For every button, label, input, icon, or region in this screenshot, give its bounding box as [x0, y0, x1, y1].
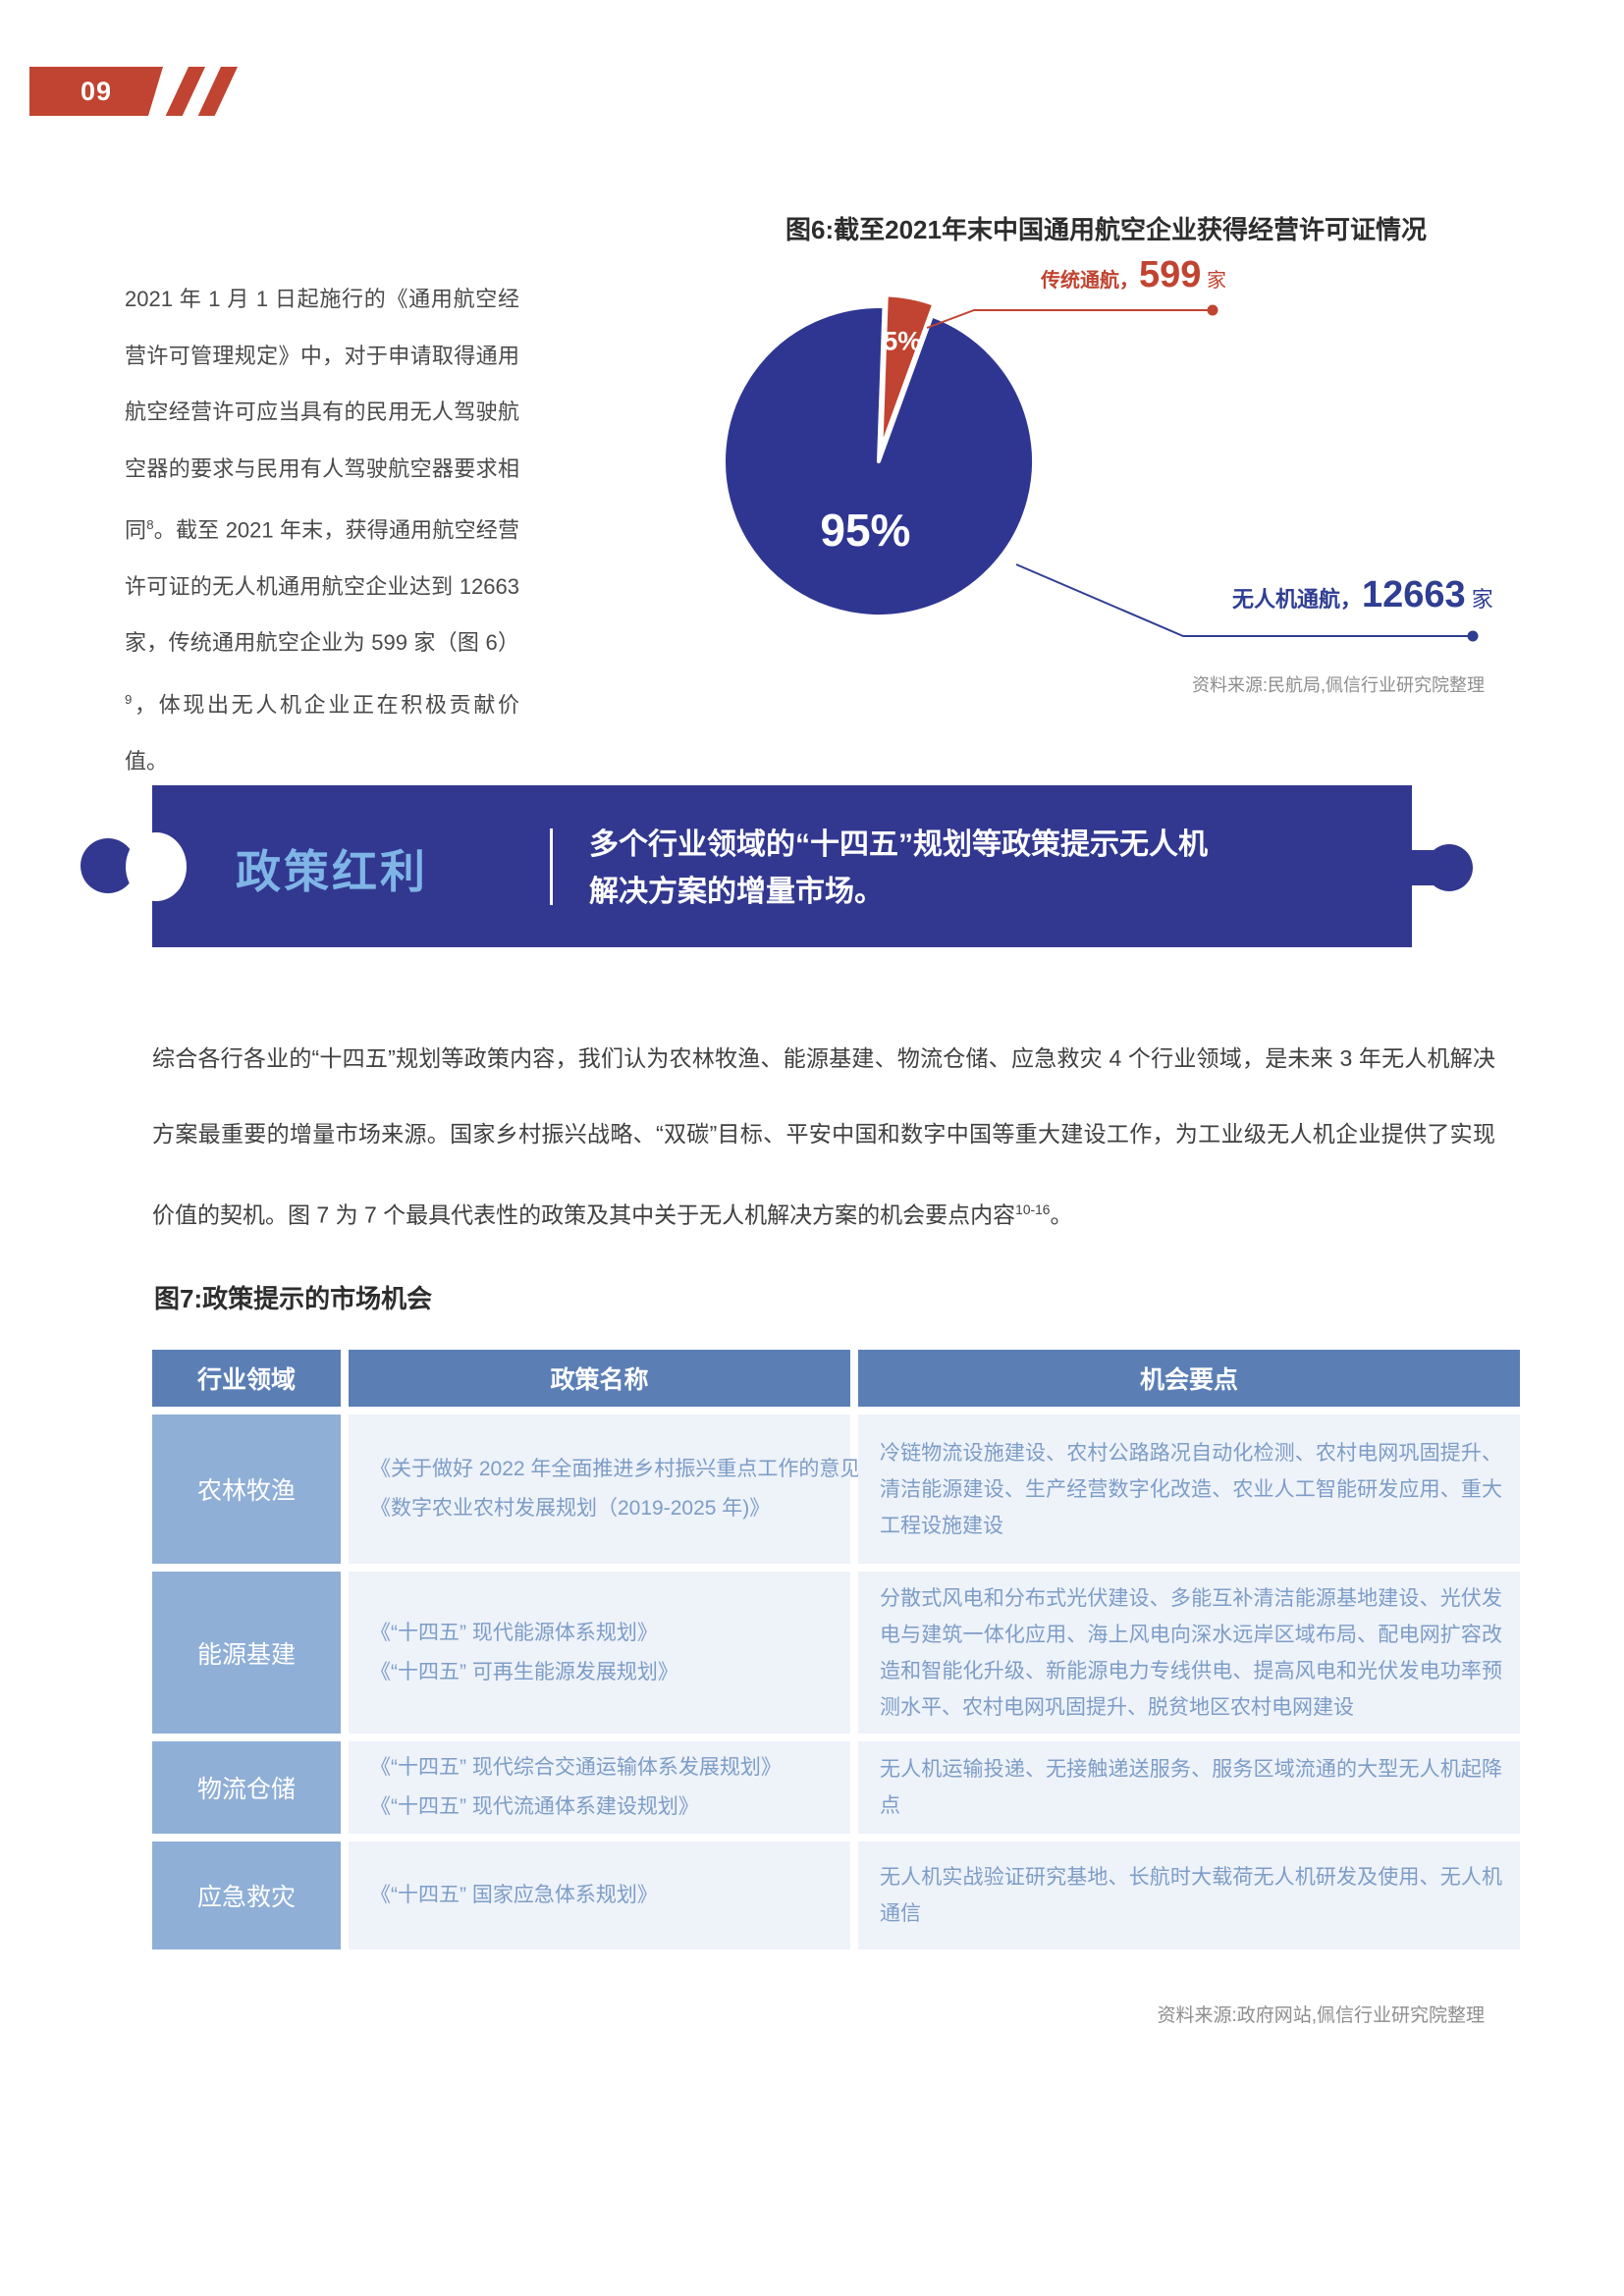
policy-line: 《数字农业农村发展规划（2019-2025 年)》 — [370, 1497, 771, 1520]
pie-percent-label-traditional: 5% — [883, 327, 921, 356]
callout-traditional-unit: 家 — [1201, 269, 1226, 292]
intro-text: 2021 年 1 月 1 日起施行的《通用航空经营许可管理规定》中，对于申请取得… — [125, 287, 519, 543]
table-row-category: 应急救灾 — [152, 1842, 341, 1949]
footnote-9: 9 — [125, 691, 133, 707]
puzzle-socket-notch — [126, 832, 187, 901]
table-row-category: 农林牧渔 — [152, 1415, 341, 1564]
footnote-8: 8 — [146, 517, 154, 532]
puzzle-knob-right — [1426, 844, 1473, 891]
policy-line: 《“十四五” 国家应急体系规划》 — [370, 1884, 658, 1906]
pie: 95% 5% — [722, 293, 1036, 618]
table-row-policies: 《“十四五” 国家应急体系规划》 — [349, 1842, 850, 1949]
footnote-10-16: 10-16 — [1015, 1202, 1051, 1217]
intro-paragraph: 2021 年 1 月 1 日起施行的《通用航空经营许可管理规定》中，对于申请取得… — [125, 271, 519, 789]
table-header-opportunity: 机会要点 — [858, 1350, 1520, 1407]
policy-line: 《“十四五” 现代流通体系建设规划》 — [370, 1795, 699, 1818]
body-text: 综合各行各业的“十四五”规划等政策内容，我们认为农林牧渔、能源基建、物流仓储、应… — [152, 1045, 1495, 1228]
table-row-category: 能源基建 — [152, 1572, 341, 1734]
page-number-badge: 09 — [29, 67, 163, 116]
table-row-category: 物流仓储 — [152, 1741, 341, 1834]
intro-text: 。截至 2021 年末，获得通用航空经营许可证的无人机通用航空企业达到 1266… — [125, 517, 519, 656]
figure6-pie-chart: 95% 5% 传统通航，599 家 无人机通航，12663 家 — [722, 254, 1493, 642]
callout-uav-name: 无人机通航， — [1232, 587, 1362, 612]
callout-traditional-name: 传统通航， — [1040, 268, 1139, 292]
opportunity-text: 分散式风电和分布式光伏建设、多能互补清洁能源基地建设、光伏发电与建筑一体化应用、… — [880, 1586, 1502, 1719]
body-paragraph: 综合各行各业的“十四五”规划等政策内容，我们认为农林牧渔、能源基建、物流仓储、应… — [152, 1021, 1495, 1254]
figure7-caption: 图7:政策提示的市场机会 — [154, 1284, 433, 1313]
body-text: 。 — [1050, 1201, 1073, 1228]
table-header-industry: 行业领域 — [152, 1350, 341, 1407]
policy-banner: 政策红利 多个行业领域的“十四五”规划等政策提示无人机 解决方案的增量市场。 — [152, 785, 1412, 947]
page-number: 09 — [80, 76, 113, 106]
callout-line-traditional — [926, 309, 1213, 329]
banner-heading: 多个行业领域的“十四五”规划等政策提示无人机 解决方案的增量市场。 — [589, 822, 1208, 916]
banner-divider — [550, 828, 553, 905]
banner-heading-line2: 解决方案的增量市场。 — [589, 876, 884, 908]
callout-label-uav: 无人机通航，12663 家 — [1232, 574, 1493, 615]
table-row-policies: 《关于做好 2022 年全面推进乡村振兴重点工作的意见》 《数字农业农村发展规划… — [349, 1415, 882, 1564]
callout-traditional-count: 599 — [1139, 254, 1201, 295]
decorative-slash-icon — [197, 67, 238, 116]
opportunity-text: 无人机运输投递、无接触递送服务、服务区域流通的大型无人机起降点 — [880, 1758, 1502, 1817]
opportunity-text: 冷链物流设施建设、农村公路路况自动化检测、农村电网巩固提升、清洁能源建设、生产经… — [880, 1441, 1502, 1537]
table-header-policy: 政策名称 — [349, 1350, 850, 1407]
policy-line: 《关于做好 2022 年全面推进乡村振兴重点工作的意见》 — [370, 1458, 882, 1480]
policy-line: 《“十四五” 可再生能源发展规划》 — [370, 1660, 678, 1683]
decorative-slash-icon — [165, 67, 205, 116]
callout-uav-unit: 家 — [1466, 587, 1493, 612]
intro-text: ，体现出无人机企业正在积极贡献价值。 — [125, 692, 519, 774]
pie-slice-uav — [722, 304, 1036, 618]
table-row-opportunities: 无人机实战验证研究基地、长航时大载荷无人机研发及使用、无人机通信 — [858, 1842, 1520, 1949]
callout-dot-uav — [1467, 630, 1479, 642]
pie-slice-traditional — [879, 293, 937, 453]
callout-line-uav — [1015, 563, 1473, 637]
banner-heading-line1: 多个行业领域的“十四五”规划等政策提示无人机 — [589, 828, 1208, 861]
callout-uav-count: 12663 — [1362, 574, 1466, 615]
policy-table: 行业领域 政策名称 机会要点 农林牧渔 《关于做好 2022 年全面推进乡村振兴… — [152, 1350, 1520, 1949]
callout-label-traditional: 传统通航，599 家 — [1040, 254, 1226, 295]
figure6-title: 图6:截至2021年末中国通用航空企业获得经营许可证情况 — [785, 215, 1427, 244]
policy-line: 《“十四五” 现代综合交通运输体系发展规划》 — [370, 1756, 782, 1779]
figure6-source: 资料来源:民航局,佩信行业研究院整理 — [1191, 675, 1485, 695]
policy-line: 《“十四五” 现代能源体系规划》 — [370, 1621, 658, 1644]
table-row-opportunities: 冷链物流设施建设、农村公路路况自动化检测、农村电网巩固提升、清洁能源建设、生产经… — [858, 1415, 1520, 1564]
table-row-opportunities: 分散式风电和分布式光伏建设、多能互补清洁能源基地建设、光伏发电与建筑一体化应用、… — [858, 1572, 1520, 1734]
figure7-source: 资料来源:政府网站,佩信行业研究院整理 — [1157, 2005, 1485, 2026]
banner-tag: 政策红利 — [236, 846, 428, 897]
table-row-opportunities: 无人机运输投递、无接触递送服务、服务区域流通的大型无人机起降点 — [858, 1741, 1520, 1834]
table-row-policies: 《“十四五” 现代综合交通运输体系发展规划》 《“十四五” 现代流通体系建设规划… — [349, 1741, 850, 1834]
table-row-policies: 《“十四五” 现代能源体系规划》 《“十四五” 可再生能源发展规划》 — [349, 1572, 850, 1734]
callout-dot-traditional — [1207, 304, 1218, 316]
pie-percent-label-uav: 95% — [820, 505, 910, 556]
opportunity-text: 无人机实战验证研究基地、长航时大载荷无人机研发及使用、无人机通信 — [880, 1866, 1502, 1925]
